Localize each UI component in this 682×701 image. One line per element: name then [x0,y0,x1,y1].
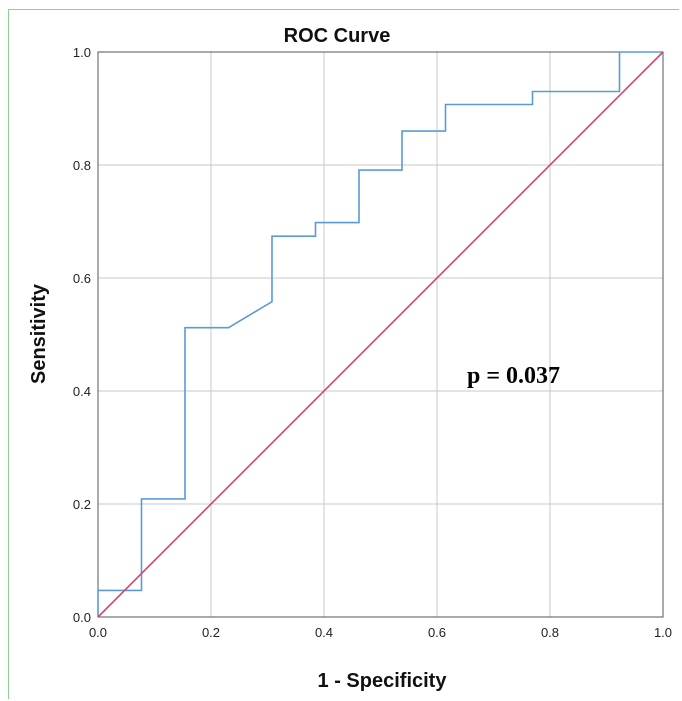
chart-frame [8,9,679,699]
chart-title: ROC Curve [284,25,391,47]
y-tick-label: 0.2 [73,497,91,512]
x-tick-label: 0.2 [202,625,220,640]
y-axis-label: Sensitivity [28,283,50,384]
y-tick-label: 0.0 [73,610,91,625]
roc-curve-line [97,51,663,617]
x-tick-label: 0.4 [315,625,333,640]
x-tick-label: 0.8 [541,625,559,640]
y-axis-ticks: 0.0 0.2 0.4 0.6 0.8 1.0 [73,45,91,625]
x-tick-label: 0.0 [89,625,107,640]
x-tick-label: 0.6 [428,625,446,640]
y-tick-label: 0.6 [73,271,91,286]
y-tick-label: 0.8 [73,158,91,173]
x-tick-label: 1.0 [654,625,672,640]
plot-area-border [97,51,664,618]
x-axis-label: 1 - Specificity [318,670,448,692]
x-axis-ticks: 0.0 0.2 0.4 0.6 0.8 1.0 [89,625,672,640]
reference-diagonal-line [97,51,664,618]
y-tick-label: 0.4 [73,384,91,399]
y-tick-label: 1.0 [73,45,91,60]
p-value-annotation: p = 0.037 [467,363,560,389]
series-layer [97,51,664,618]
